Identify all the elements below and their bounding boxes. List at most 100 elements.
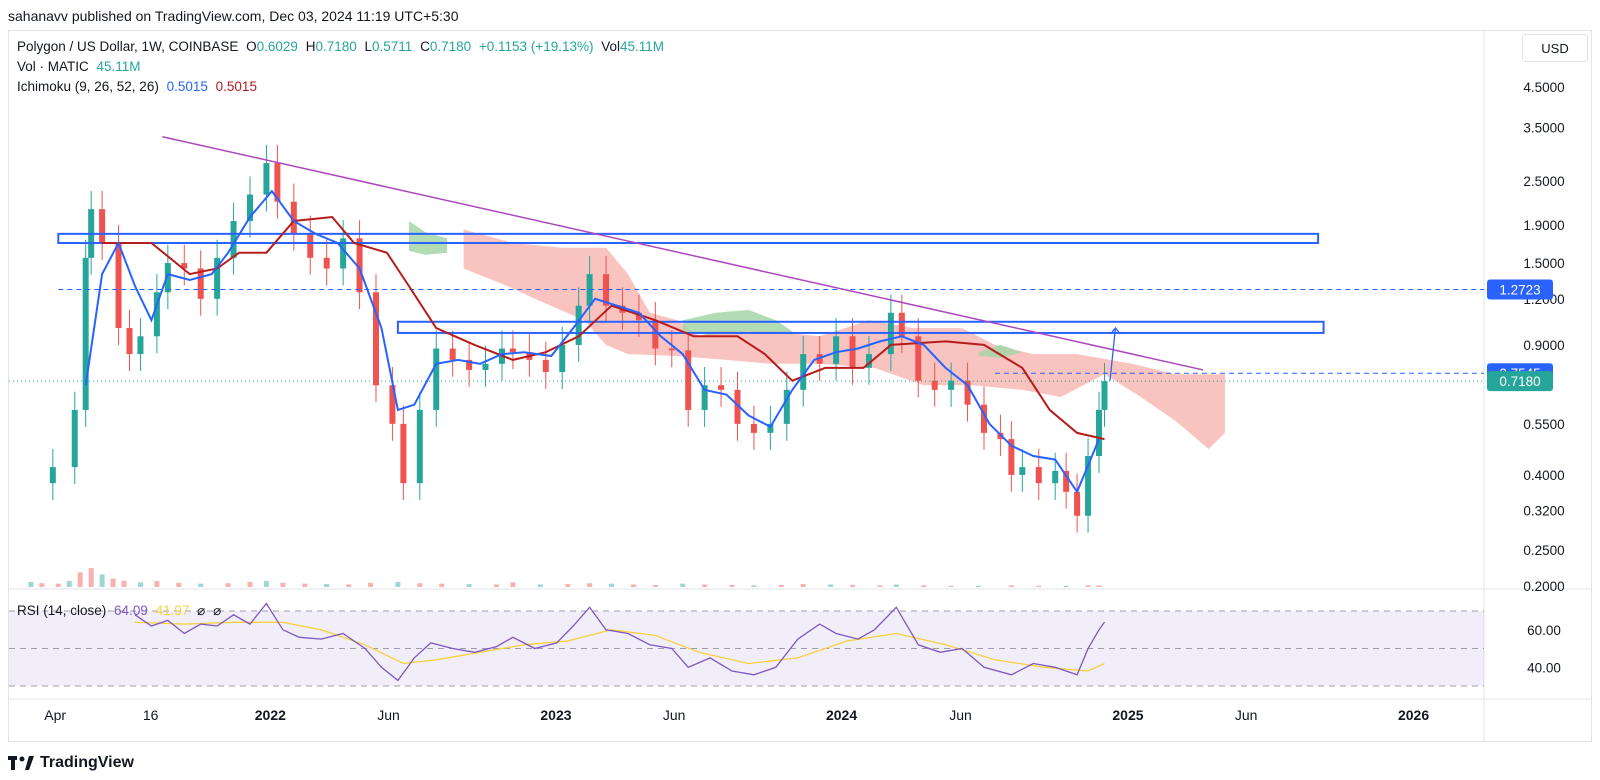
price-tick-label: 0.5500 xyxy=(1523,417,1564,432)
ichimoku-value-2: 0.5015 xyxy=(215,79,257,94)
volume-bar xyxy=(176,582,182,587)
candle-body xyxy=(164,263,171,293)
candle-body xyxy=(718,385,725,390)
candle-body xyxy=(323,257,330,269)
settings-icon[interactable]: ⌀ xyxy=(213,603,222,618)
candle-body xyxy=(230,221,237,258)
volume-legend: Vol · MATIC 45.11M xyxy=(17,59,145,74)
rsi-line xyxy=(134,602,1106,682)
candle-body xyxy=(652,320,659,349)
tradingview-logo-icon xyxy=(8,756,34,770)
volume-bar xyxy=(729,584,735,587)
rsi-tick-label: 40.00 xyxy=(1527,660,1561,675)
candle-body xyxy=(898,312,905,337)
candle-body xyxy=(99,209,106,244)
volume-bar xyxy=(247,581,253,587)
ichimoku-cloud-bullish xyxy=(978,344,1023,358)
candle-body xyxy=(356,238,363,293)
low-label: L xyxy=(364,39,373,54)
candle-body xyxy=(137,336,144,355)
price-tick-label: 0.9000 xyxy=(1523,338,1564,353)
resistance-zone xyxy=(57,232,1320,245)
candle-body xyxy=(340,238,347,269)
volume-bar xyxy=(680,583,686,587)
volume-bar xyxy=(1096,585,1102,587)
volume-bar xyxy=(587,583,593,587)
open-value: 0.6029 xyxy=(256,39,298,54)
ichimoku-legend: Ichimoku (9, 26, 52, 26) 0.5015 0.5015 xyxy=(17,79,261,94)
volume-bar xyxy=(948,585,954,587)
volume-bar xyxy=(921,585,927,587)
volume-bar xyxy=(466,584,472,587)
volume-bar xyxy=(1085,585,1091,587)
candle-body xyxy=(482,363,489,370)
time-tick-label: Jun xyxy=(1235,707,1258,723)
projection-arrow-head xyxy=(1109,327,1121,335)
candle-body xyxy=(115,243,122,329)
currency-button[interactable]: USD xyxy=(1522,34,1588,62)
candle-body xyxy=(685,350,692,410)
close-value: 0.7180 xyxy=(429,39,472,54)
volume-bar xyxy=(493,584,499,587)
candle-body xyxy=(575,305,582,345)
candle-body xyxy=(750,423,757,433)
volume-bar xyxy=(1036,585,1042,587)
ichimoku-title: Ichimoku (9, 26, 52, 26) xyxy=(17,79,159,94)
chart-frame[interactable]: 4.50003.50002.50001.90001.50001.20000.90… xyxy=(8,30,1592,742)
volume-bar xyxy=(280,582,286,587)
candle-body xyxy=(767,423,774,433)
time-tick-label: 2022 xyxy=(255,707,286,723)
candle-body xyxy=(1063,470,1070,492)
time-tick-label: 2023 xyxy=(540,707,571,723)
candle-body xyxy=(1096,409,1103,457)
published-info: sahanavv published on TradingView.com, D… xyxy=(8,8,459,24)
candle-body xyxy=(964,380,971,405)
volume-indicator-title: Vol · MATIC xyxy=(17,59,89,74)
price-label-text: 1.2723 xyxy=(1499,282,1540,297)
price-tick-label: 2.5000 xyxy=(1523,174,1564,189)
tradingview-logo[interactable]: TradingView xyxy=(8,754,134,772)
volume-bar xyxy=(510,582,516,587)
resistance-zone xyxy=(396,320,1325,334)
ohlc-legend: Polygon / US Dollar, 1W, COINBASE O0.602… xyxy=(17,39,668,54)
candle-body xyxy=(1074,491,1081,516)
chart-canvas[interactable]: 4.50003.50002.50001.90001.50001.20000.90… xyxy=(9,31,1591,741)
volume-bar xyxy=(630,584,636,587)
candle-body xyxy=(466,359,473,370)
rsi-value-2: 41.97 xyxy=(155,603,190,618)
candle-body xyxy=(181,263,188,269)
volume-bar xyxy=(55,583,61,587)
candle-body xyxy=(948,380,955,390)
volume-bar xyxy=(893,584,899,587)
time-tick-label: Apr xyxy=(44,707,66,723)
volume-bar xyxy=(154,581,160,587)
volume-bar xyxy=(88,568,94,587)
candle-body xyxy=(668,348,675,351)
candle-body xyxy=(214,257,221,299)
volume-bar xyxy=(778,584,784,587)
candle-body xyxy=(400,423,407,484)
rsi-value-1: 64.09 xyxy=(114,603,148,618)
rsi-ma-line xyxy=(134,621,1105,672)
volume-bar xyxy=(537,584,543,587)
volume-bar xyxy=(877,585,883,587)
time-tick-label: 2024 xyxy=(826,707,857,723)
volume-bar xyxy=(28,581,34,587)
candle-body xyxy=(800,354,807,390)
candle-body xyxy=(509,348,516,353)
candle-body xyxy=(389,385,396,424)
price-label-badge xyxy=(1487,279,1553,300)
volume-bar xyxy=(976,585,982,587)
volume-bar xyxy=(263,581,269,587)
candle-body xyxy=(263,163,270,195)
volume-bar xyxy=(609,583,615,587)
volume-bar xyxy=(110,578,116,587)
candle-body xyxy=(734,389,741,424)
price-tick-label: 0.2000 xyxy=(1523,579,1564,594)
time-tick-label: Jun xyxy=(377,707,400,723)
ichimoku-cloud-bullish xyxy=(408,221,448,255)
volume-bar xyxy=(99,574,105,587)
candle-body xyxy=(247,194,254,222)
eye-icon[interactable]: ⌀ xyxy=(197,603,206,618)
candle-body xyxy=(49,467,56,484)
